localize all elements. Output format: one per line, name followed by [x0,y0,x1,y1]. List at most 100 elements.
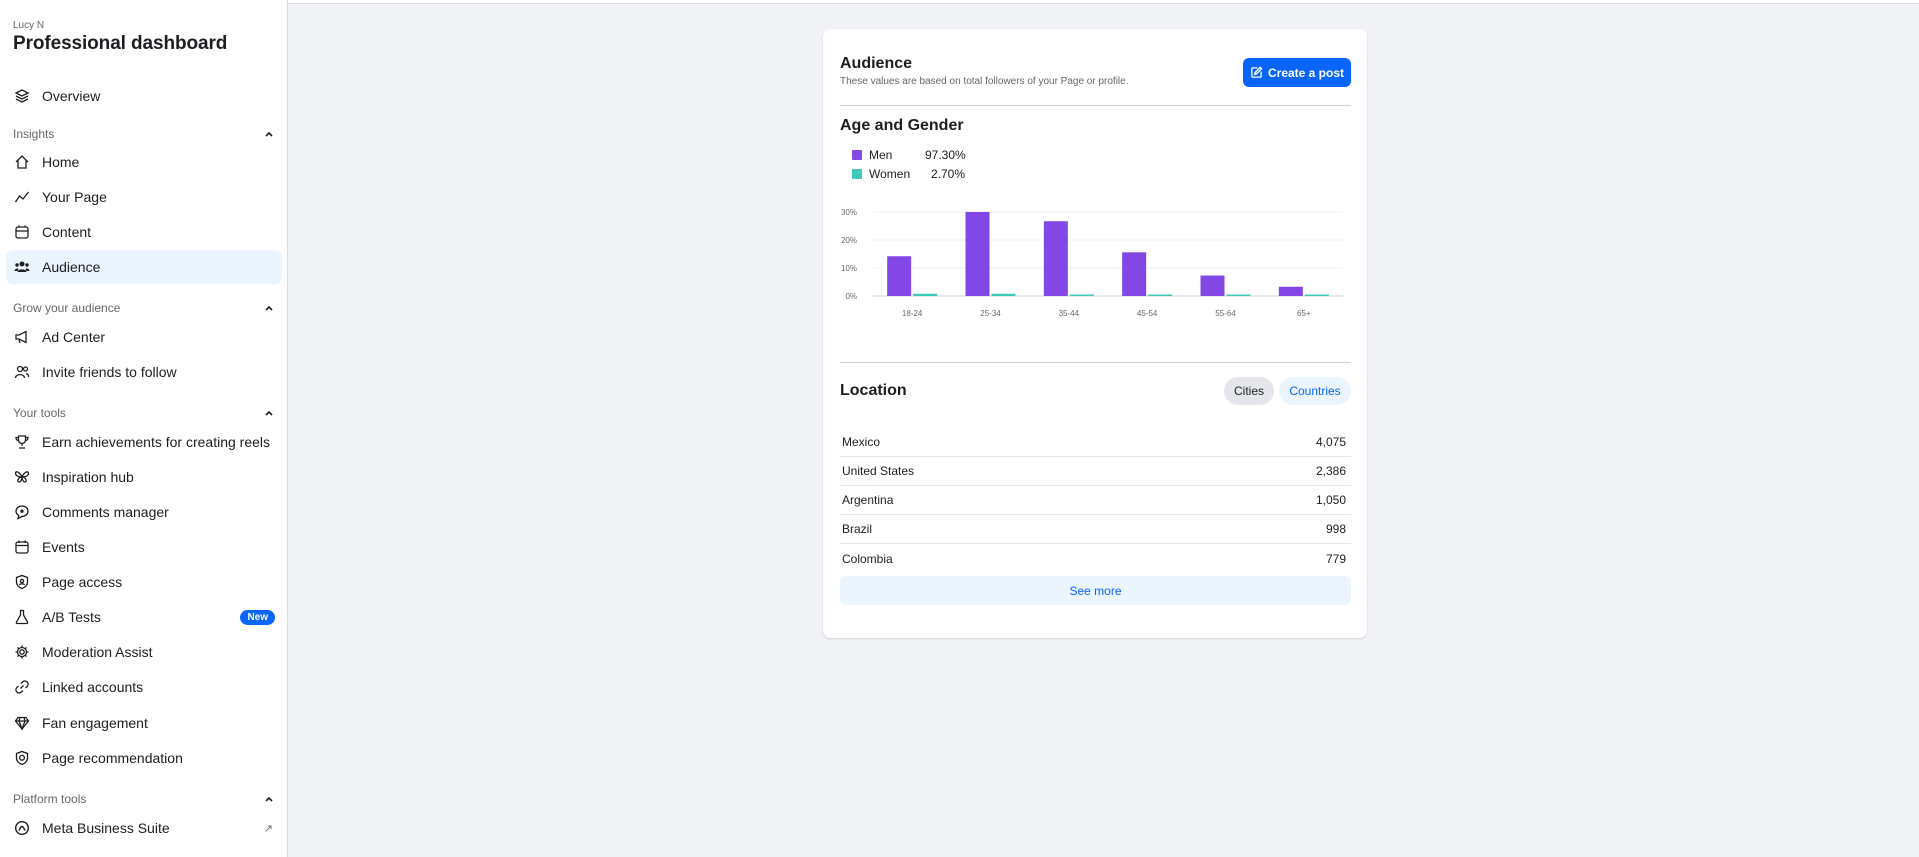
sidebar-item-audience[interactable]: Audience [6,250,282,284]
bar-men-25-34[interactable] [965,212,990,296]
bar-women-65+[interactable] [1304,294,1329,297]
bar-women-45-54[interactable] [1148,294,1173,297]
sidebar: Lucy N Professional dashboard Overview I… [0,0,288,857]
sidebar-item-label: Comments manager [42,504,169,520]
sidebar-item-inspiration-hub[interactable]: Inspiration hub [6,460,282,494]
sidebar-item-page-access[interactable]: Page access [6,565,282,599]
legend-swatch [852,150,862,160]
sidebar-item-label: Content [42,224,92,240]
sidebar-item-content[interactable]: Content [6,215,282,249]
location-name: Mexico [842,435,881,449]
comments-icon [13,503,31,521]
sidebar-item-page-recommendation[interactable]: Page recommendation [6,741,282,775]
section-label: Grow your audience [13,301,121,315]
sidebar-item-ab-tests[interactable]: A/B Tests New [6,600,282,634]
section-platform-toggle[interactable]: Platform tools [13,789,275,809]
sidebar-item-events[interactable]: Events [6,530,282,564]
section-tools-toggle[interactable]: Your tools [13,403,275,423]
divider [840,362,1351,363]
sidebar-item-label: Inspiration hub [42,469,134,485]
x-tick-label: 25-34 [980,309,1001,318]
location-name: Argentina [842,493,894,507]
legend-label: Women [869,167,911,181]
legend-item-women: Women 2.70% [852,166,965,182]
chevron-up-icon [265,796,273,802]
invite-icon [13,363,31,381]
section-label: Your tools [13,406,66,420]
bar-women-25-34[interactable] [991,293,1016,296]
section-insights-toggle[interactable]: Insights [13,124,275,144]
legend-item-men: Men 97.30% [852,147,966,163]
bar-women-18-24[interactable] [913,293,938,296]
location-row: Argentina 1,050 [840,486,1351,515]
sidebar-item-label: Ad Center [42,329,106,345]
sidebar-item-label: Moderation Assist [42,644,153,660]
card-subtitle: These values are based on total follower… [840,76,1129,87]
sidebar-item-label: Meta Business Suite [42,820,170,836]
x-tick-label: 35-44 [1059,309,1080,318]
sidebar-item-moderation-assist[interactable]: Moderation Assist [6,635,282,669]
y-tick-label: 0% [845,292,857,301]
legend-swatch [852,169,862,179]
sidebar-item-ad-center[interactable]: Ad Center [6,320,282,354]
butterfly-icon [13,468,31,486]
divider [840,105,1351,106]
location-row: Colombia 779 [840,544,1351,573]
sidebar-item-label: Linked accounts [42,679,144,695]
legend-value: 97.30% [925,148,966,162]
x-tick-label: 18-24 [902,309,923,318]
create-post-label: Create a post [1267,65,1345,80]
top-bar [288,0,1919,4]
bar-women-55-64[interactable] [1226,294,1251,297]
new-badge: New [240,609,275,625]
countries-tab[interactable]: Countries [1279,377,1351,405]
location-name: Colombia [842,551,893,566]
bar-women-35-44[interactable] [1069,294,1094,297]
bar-men-18-24[interactable] [887,256,912,296]
sidebar-item-linked-accounts[interactable]: Linked accounts [6,670,282,704]
bar-men-45-54[interactable] [1122,252,1147,296]
age-gender-title: Age and Gender [840,117,964,134]
section-label: Insights [13,127,55,141]
cities-tab[interactable]: Cities [1224,377,1274,405]
sidebar-item-overview[interactable]: Overview [6,79,282,113]
see-more-button[interactable]: See more [840,576,1351,605]
location-value: 1,050 [1315,493,1346,507]
location-value: 2,386 [1315,464,1346,478]
location-value: 4,075 [1315,435,1346,449]
sidebar-item-meta-business-suite[interactable]: Meta Business Suite ↗ [6,811,282,845]
audience-card: Audience These values are based on total… [823,29,1367,638]
sidebar-item-label: Fan engagement [42,715,148,731]
sidebar-item-label: Page recommendation [42,750,183,766]
sidebar-item-label: Events [42,539,85,555]
sidebar-item-comments-manager[interactable]: Comments manager [6,495,282,529]
x-tick-label: 65+ [1297,309,1311,318]
trend-icon [13,188,31,206]
location-value: 779 [1325,551,1346,566]
diamond-icon [13,714,31,732]
sidebar-item-fan-engagement[interactable]: Fan engagement [6,706,282,740]
create-post-button[interactable]: Create a post [1243,58,1351,87]
legend-value: 2.70% [930,167,965,181]
bar-men-55-64[interactable] [1200,275,1225,296]
flask-icon [13,608,31,626]
shield-icon [13,573,31,591]
sidebar-item-label: Overview [42,88,101,104]
bar-men-35-44[interactable] [1043,221,1068,296]
chevron-up-icon [265,131,273,137]
section-grow-toggle[interactable]: Grow your audience [13,298,275,318]
age-gender-chart: 30% 20% 10% 0% 18-24 25-34 35-44 45-54 55-64 65+ [841,209,1343,318]
sidebar-item-label: Home [42,154,80,170]
layers-icon [13,87,31,105]
sidebar-item-label: Your Page [42,189,107,205]
legend-label: Men [869,148,893,162]
sidebar-item-earn-achievements[interactable]: Earn achievements for creating reels [6,425,282,459]
sidebar-item-invite-friends[interactable]: Invite friends to follow [6,355,282,389]
people-icon [13,258,31,276]
sidebar-item-home[interactable]: Home [6,145,282,179]
sidebar-item-your-page[interactable]: Your Page [6,180,282,214]
bar-men-65+[interactable] [1278,286,1303,296]
chevron-up-icon [265,305,273,311]
y-tick-label: 10% [841,264,857,273]
location-name: United States [842,464,915,478]
